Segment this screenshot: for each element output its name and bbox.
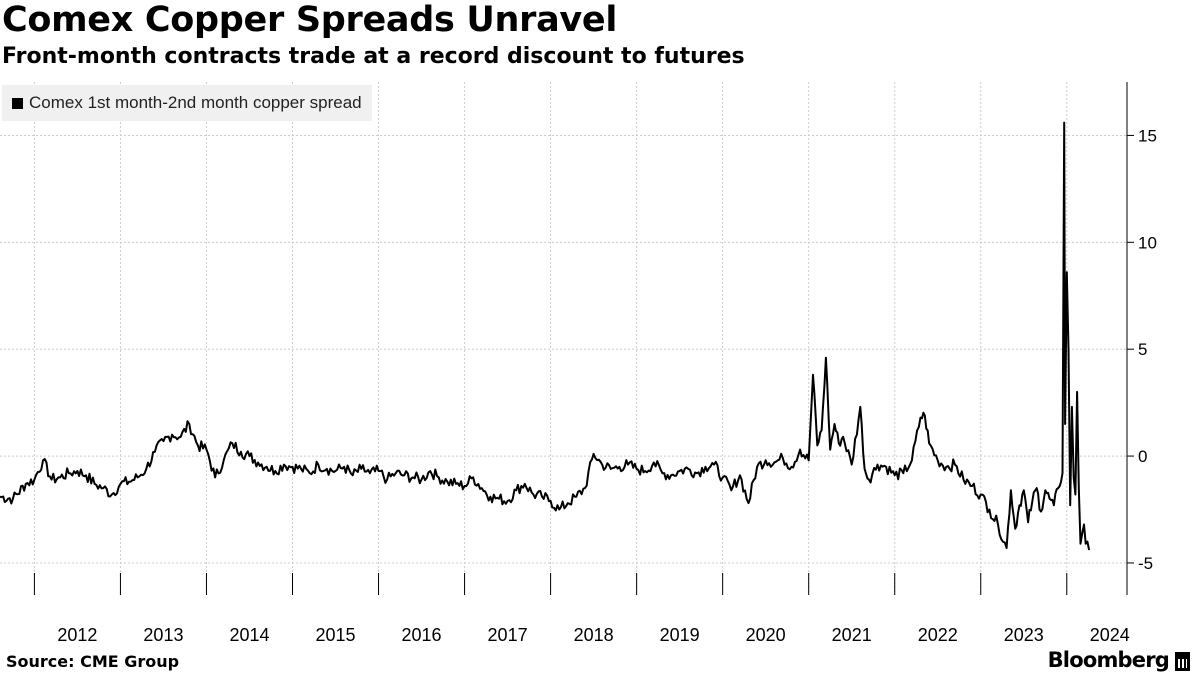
gridlines xyxy=(0,82,1127,595)
y-tick-label: 15 xyxy=(1138,126,1157,145)
legend-swatch-icon xyxy=(12,97,23,109)
chart-subtitle: Front-month contracts trade at a record … xyxy=(2,44,745,69)
x-tick-label: 2019 xyxy=(660,625,700,645)
x-tick-label: 2020 xyxy=(746,625,786,645)
y-tick-label: 5 xyxy=(1138,340,1147,359)
chart-title: Comex Copper Spreads Unravel xyxy=(2,0,618,40)
x-axis: 2012 2013 2014 2015 2016 2017 2018 2019 2020 2021… xyxy=(33,573,1130,645)
x-tick-label: 2021 xyxy=(832,625,872,645)
x-tick-label: 2016 xyxy=(402,625,442,645)
brand-logo: Bloomberg xyxy=(1048,648,1190,672)
x-tick-label: 2013 xyxy=(143,625,183,645)
y-tick-label: 10 xyxy=(1138,233,1157,252)
series-line-0 xyxy=(0,121,1091,551)
brand-name: Bloomberg xyxy=(1047,648,1170,672)
x-tick-label: 2024 xyxy=(1090,625,1130,645)
x-tick-label: 2017 xyxy=(488,625,528,645)
bloomberg-chart-icon xyxy=(1175,651,1190,671)
y-tick-label: -5 xyxy=(1138,554,1153,573)
x-tick-label: 2012 xyxy=(57,625,97,645)
x-tick-label: 2015 xyxy=(315,625,355,645)
legend-label: Comex 1st month-2nd month copper spread xyxy=(29,93,362,112)
y-axis: 15 10 5 0 -5 xyxy=(1126,82,1157,595)
source-note: Source: CME Group xyxy=(6,652,180,671)
x-tick-label: 2022 xyxy=(918,625,958,645)
x-tick-label: 2023 xyxy=(1004,625,1044,645)
x-tick-label: 2018 xyxy=(574,625,614,645)
series-layer xyxy=(0,121,1091,551)
y-tick-label: 0 xyxy=(1138,447,1147,466)
x-tick-label: 2014 xyxy=(229,625,269,645)
legend: Comex 1st month-2nd month copper spread xyxy=(2,85,372,121)
